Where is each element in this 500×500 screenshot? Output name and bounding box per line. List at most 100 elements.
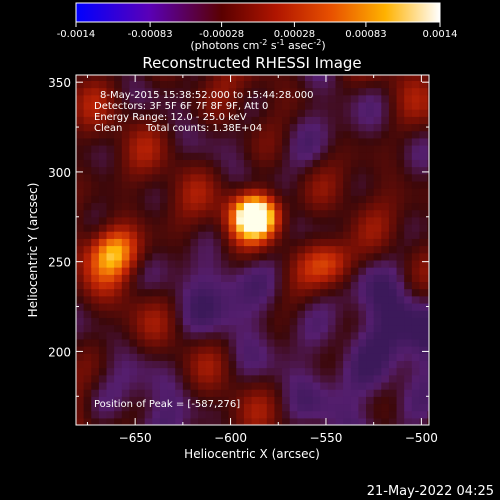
heatmap-cell (381, 252, 390, 261)
heatmap-cell (289, 195, 298, 204)
heatmap-cell (205, 295, 214, 304)
heatmap-cell (343, 180, 352, 189)
heatmap-cell (243, 75, 253, 81)
heatmap-cell (312, 173, 321, 182)
heatmap-cell (243, 396, 253, 405)
heatmap-cell (144, 109, 153, 117)
x-tick-label: −550 (309, 431, 342, 445)
heatmap-cell (152, 417, 161, 425)
heatmap-cell (236, 137, 245, 146)
heatmap-cell (343, 259, 352, 268)
heatmap-cell (358, 302, 367, 311)
heatmap-cell (98, 238, 108, 247)
heatmap-cell (304, 259, 314, 268)
heatmap-cell (83, 360, 92, 369)
heatmap-cell (350, 166, 359, 175)
heatmap-cell (167, 295, 176, 304)
heatmap-cell (373, 109, 382, 117)
heatmap-cell (243, 173, 253, 182)
heatmap-cell (243, 381, 253, 390)
heatmap-cell (388, 209, 398, 218)
heatmap-cell (190, 302, 199, 311)
heatmap-cell (350, 101, 359, 110)
heatmap-cell (327, 245, 337, 254)
heatmap-cell (91, 75, 100, 81)
heatmap-cell (221, 346, 230, 354)
heatmap-cell (312, 274, 321, 283)
heatmap-cell (343, 109, 352, 117)
heatmap-cell (312, 223, 321, 232)
heatmap-cell (358, 417, 367, 425)
heatmap-cell (114, 324, 123, 333)
heatmap-cell (121, 245, 131, 254)
heatmap-cell (259, 116, 268, 125)
heatmap-cell (427, 317, 429, 326)
heatmap-cell (190, 295, 199, 304)
heatmap-cell (297, 109, 306, 117)
heatmap-cell (266, 152, 276, 160)
heatmap-cell (190, 137, 199, 146)
heatmap-cell (282, 245, 291, 254)
heatmap-cell (266, 116, 276, 125)
heatmap-cell (236, 202, 245, 211)
heatmap-cell (228, 381, 237, 390)
heatmap-cell (427, 410, 429, 419)
heatmap-cell (358, 173, 367, 182)
heatmap-cell (327, 101, 337, 110)
heatmap-cell (205, 367, 214, 376)
heatmap-cell (312, 374, 321, 383)
heatmap-cell (251, 166, 260, 175)
chart-title: Reconstructed RHESSI Image (142, 54, 361, 72)
heatmap-cell (404, 302, 413, 311)
heatmap-cell (205, 346, 214, 354)
heatmap-cell (320, 267, 329, 275)
heatmap-cell (98, 87, 108, 96)
heatmap-cell (121, 360, 131, 369)
heatmap-cell (404, 396, 413, 405)
heatmap-cell (159, 109, 169, 117)
heatmap-cell (91, 374, 100, 383)
heatmap-cell (327, 130, 337, 139)
heatmap-cell (427, 295, 429, 304)
heatmap-cell (182, 281, 192, 290)
heatmap-cell (159, 245, 169, 254)
heatmap-cell (121, 389, 131, 397)
heatmap-cell (304, 324, 314, 333)
heatmap-cell (76, 238, 85, 247)
heatmap-cell (259, 94, 268, 103)
heatmap-cell (236, 396, 245, 405)
heatmap-cell (373, 231, 382, 239)
heatmap-cell (114, 338, 123, 347)
heatmap-cell (159, 75, 169, 81)
heatmap-cell (198, 403, 207, 412)
heatmap-cell (175, 101, 184, 110)
heatmap-cell (129, 188, 138, 196)
heatmap-cell (259, 288, 268, 297)
heatmap-cell (98, 137, 108, 146)
heatmap-cell (198, 166, 207, 175)
heatmap-cell (114, 231, 123, 239)
heatmap-cell (366, 410, 375, 419)
heatmap-cell (83, 166, 92, 175)
heatmap-cell (190, 274, 199, 283)
heatmap-cell (366, 75, 375, 81)
heatmap-cell (106, 101, 115, 110)
heatmap-cell (159, 223, 169, 232)
heatmap-cell (175, 166, 184, 175)
heatmap-cell (175, 202, 184, 211)
heatmap-cell (366, 123, 375, 132)
heatmap-cell (129, 173, 138, 182)
heatmap-cell (381, 302, 390, 311)
heatmap-cell (366, 281, 375, 290)
heatmap-cell (343, 274, 352, 283)
heatmap-cell (137, 353, 146, 361)
heatmap-cell (98, 267, 108, 275)
heatmap-cell (144, 317, 153, 326)
heatmap-cell (221, 267, 230, 275)
heatmap-cell (396, 331, 405, 340)
heatmap-cell (343, 216, 352, 225)
heatmap-cell (137, 367, 146, 376)
heatmap-cell (159, 94, 169, 103)
heatmap-cell (190, 216, 199, 225)
heatmap-cell (427, 75, 429, 81)
